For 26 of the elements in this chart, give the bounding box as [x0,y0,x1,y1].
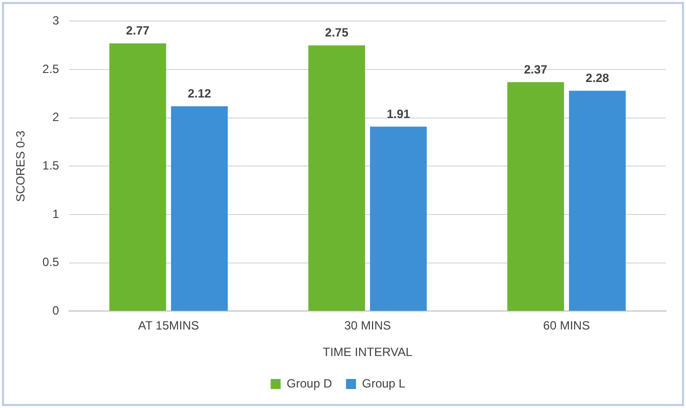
bar [507,82,564,311]
x-tick-label: 30 MINS [344,318,391,333]
x-tick-label: 60 MINS [543,318,590,333]
y-tick-label: 0 [52,304,60,318]
data-label: 2.77 [126,24,150,38]
y-tick-label: 0.5 [42,255,60,270]
data-label: 2.37 [524,62,548,76]
data-label: 2.75 [325,26,349,40]
bar [171,106,228,311]
y-axis-title: SCORES 0-3 [14,130,28,202]
y-tick-label: 1.5 [42,158,60,173]
y-tick-label: 1 [52,206,60,221]
y-tick-label: 2.5 [42,62,60,76]
bar [568,90,626,311]
x-tick-label: AT 15MINS [138,318,200,333]
x-axis-title: TIME INTERVAL [322,345,413,360]
data-label: 1.91 [386,106,410,121]
y-tick-label: 3 [52,14,60,28]
bar [109,43,166,311]
data-label: 2.12 [188,86,212,101]
legend-label: Group D [286,376,332,390]
bar [308,45,366,311]
legend-label: Group L [362,376,406,390]
y-tick-label: 2 [52,110,60,124]
data-label: 2.28 [586,71,610,86]
bar [370,126,427,311]
